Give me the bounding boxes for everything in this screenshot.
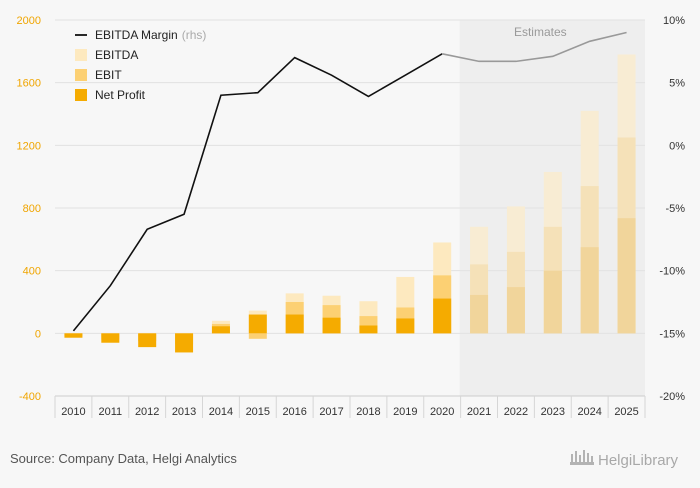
left-axis-tick-label: 800 [23, 203, 41, 215]
right-axis-tick-label: -15% [659, 328, 685, 340]
net-profit-bar [396, 318, 415, 334]
left-axis-tick-label: 2000 [17, 15, 41, 27]
net-profit-bar [175, 333, 194, 353]
left-axis-tick-label: 400 [23, 266, 41, 278]
net-profit-bar [359, 325, 378, 334]
legend-ebitda-label: EBITDA [95, 48, 138, 62]
ebit-bar [248, 333, 267, 339]
right-axis-tick-label: 5% [669, 78, 685, 90]
x-axis-tick-label: 2024 [577, 406, 601, 418]
net-profit-bar [543, 270, 562, 334]
left-axis-tick-label: 0 [35, 328, 41, 340]
net-profit-bar [64, 333, 83, 338]
right-axis-tick-label: -5% [665, 203, 685, 215]
right-axis-tick-label: 0% [669, 140, 685, 152]
net-profit-bar [470, 294, 489, 334]
legend-margin-suffix: (rhs) [182, 28, 207, 42]
x-axis-tick-label: 2025 [614, 406, 638, 418]
x-axis-tick-label: 2012 [135, 406, 159, 418]
legend: EBITDA Margin (rhs) EBITDA EBIT Net Profit [75, 28, 206, 102]
x-axis-tick-label: 2020 [430, 406, 454, 418]
legend-net_profit-label: Net Profit [95, 88, 146, 102]
x-axis-tick-label: 2018 [356, 406, 380, 418]
margin-line-layer [72, 31, 627, 332]
x-axis-tick-label: 2011 [98, 406, 122, 418]
legend-net_profit-swatch [75, 89, 87, 101]
ebitda-margin-line [72, 53, 443, 332]
legend-ebit-label: EBIT [95, 68, 122, 82]
legend-ebit-swatch [75, 69, 87, 81]
net-profit-bar [580, 247, 599, 334]
x-axis-tick-label: 2023 [541, 406, 565, 418]
right-axis-tick-label: -10% [659, 266, 685, 278]
right-axis-tick-label: 10% [663, 15, 685, 27]
x-axis-tick-label: 2019 [393, 406, 417, 418]
estimates-label: Estimates [514, 25, 567, 39]
net-profit-bar [248, 314, 267, 334]
x-axis-tick-label: 2021 [467, 406, 491, 418]
net-profit-bar [138, 333, 157, 348]
helgi-library-logo[interactable]: HelgiLibrary [568, 446, 696, 472]
right-axis-tick-label: -20% [659, 391, 685, 403]
net-profit-bar [433, 298, 452, 334]
bar-layer [64, 54, 636, 353]
x-axis-tick-label: 2010 [61, 406, 85, 418]
x-axis-tick-label: 2017 [319, 406, 343, 418]
left-axis-tick-label: 1600 [17, 78, 41, 90]
left-axis-tick-label: -400 [19, 391, 41, 403]
legend-margin-label: EBITDA Margin [95, 28, 178, 42]
net-profit-bar [285, 314, 304, 334]
x-axis-tick-label: 2016 [282, 406, 306, 418]
net-profit-bar [506, 287, 525, 334]
x-axis-tick-label: 2014 [209, 406, 233, 418]
net-profit-bar [617, 218, 636, 334]
x-axis-tick-label: 2013 [172, 406, 196, 418]
brand-text: HelgiLibrary [598, 452, 679, 469]
helgi-logo-icon [570, 450, 594, 465]
net-profit-bar [322, 317, 341, 334]
source-text: Source: Company Data, Helgi Analytics [10, 451, 237, 466]
legend-ebitda-swatch [75, 49, 87, 61]
x-axis-tick-label: 2022 [504, 406, 528, 418]
left-axis-tick-label: 1200 [17, 140, 41, 152]
axis-layer: -400 0 400 800 1200 1600 2000 -20% -15% -10% -5% 0%… [17, 15, 685, 418]
x-axis-tick-label: 2015 [246, 406, 270, 418]
net-profit-bar [101, 333, 120, 343]
ebitda-margin-line-estimate [442, 31, 627, 63]
net-profit-bar [211, 326, 230, 334]
